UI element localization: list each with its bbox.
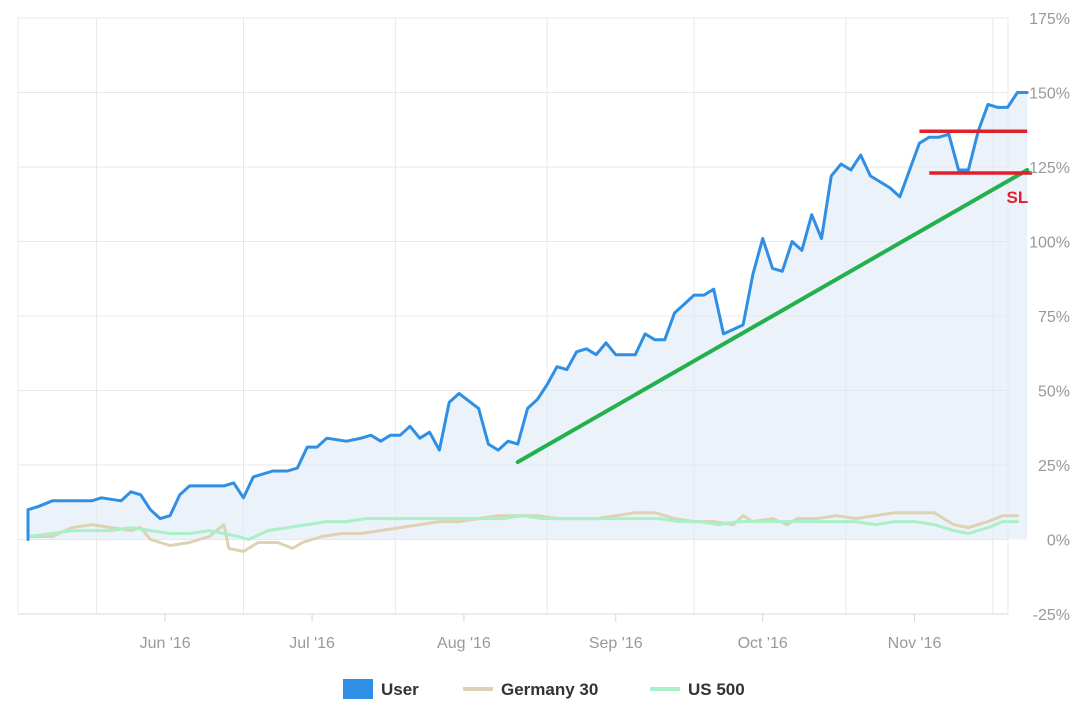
series-line-user [26,91,1029,541]
x-tick-label: Jun '16 [140,635,191,652]
legend-label: US 500 [688,680,745,699]
stop-loss-label: SL [1007,188,1029,207]
legend-item-germany-30[interactable]: Germany 30 [463,680,598,699]
legend-item-user[interactable]: User [343,679,419,699]
legend-label: User [381,680,419,699]
y-tick-label: 25% [1038,458,1070,475]
annotation-layer: SL [515,129,1033,465]
y-tick-label: 75% [1038,309,1070,326]
x-tick-label: Aug '16 [437,635,491,652]
series-line-us-500 [26,514,1019,541]
legend-item-us-500[interactable]: US 500 [650,680,745,699]
area-layer [28,92,1028,540]
y-tick-label: -25% [1033,607,1070,624]
x-tick-label: Oct '16 [738,635,788,652]
x-axis-ticks: Jun '16 Jul '16 Aug '16 Sep '16 Oct '16 Nov '… [140,614,942,652]
legend-swatch [343,679,373,699]
series-area-user [28,92,1028,540]
legend-label: Germany 30 [501,680,598,699]
y-tick-label: 50% [1038,384,1070,401]
x-tick-label: Sep '16 [589,635,643,652]
y-tick-label: 150% [1029,86,1070,103]
y-tick-label: 125% [1029,160,1070,177]
x-tick-label: Jul '16 [289,635,335,652]
y-axis-ticks: 175% 150% 125% 100% 75% 50% 25% 0% -25% [1029,11,1070,624]
y-tick-label: 175% [1029,11,1070,28]
y-tick-label: 0% [1047,533,1070,550]
trend-line [515,167,1030,465]
series-layer [26,91,1029,553]
y-tick-label: 100% [1029,235,1070,252]
legend: User Germany 30 US 500 [343,679,745,699]
x-tick-label: Nov '16 [888,635,942,652]
